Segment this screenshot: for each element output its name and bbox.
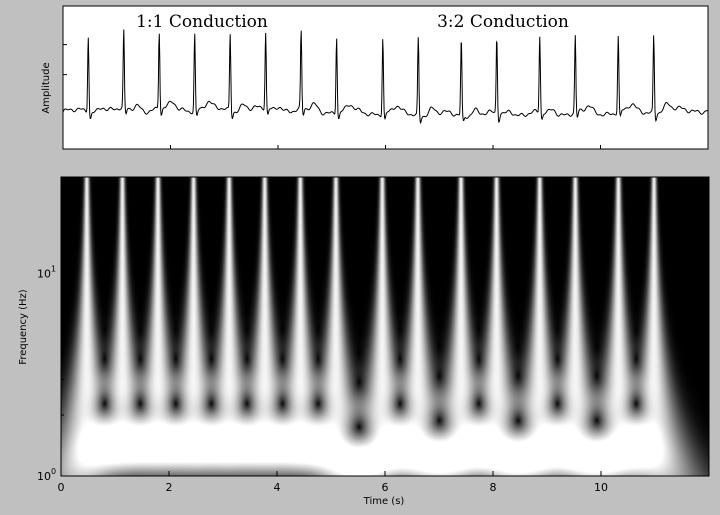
y-tick-label: 100 <box>37 467 56 483</box>
ecg-plot-area <box>62 5 709 150</box>
ecg-panel: 1:1 Conduction 3:2 Conduction Amplitude <box>41 5 709 150</box>
x-axis-label: Time (s) <box>363 496 405 507</box>
annotation-1-1-conduction: 1:1 Conduction <box>136 12 268 32</box>
x-tick-label: 6 <box>382 481 389 494</box>
x-tick-label: 4 <box>274 481 281 494</box>
ecg-trace <box>62 29 709 125</box>
y-tick-exponent: 0 <box>51 467 56 476</box>
x-tick-label: 8 <box>490 481 497 494</box>
ecg-ylabel: Amplitude <box>41 62 52 113</box>
y-axis-label: Frequency (Hz) <box>18 289 29 365</box>
x-axis-ticks: 0 2 4 6 8 10 <box>58 471 608 494</box>
annotation-3-2-conduction: 3:2 Conduction <box>437 12 569 32</box>
x-tick-label: 10 <box>594 481 608 494</box>
y-tick-base: 10 <box>37 470 51 483</box>
scalogram-heatmap <box>61 177 709 476</box>
x-tick-label: 0 <box>58 481 65 494</box>
y-tick-exponent: 1 <box>51 265 56 274</box>
y-tick-base: 10 <box>37 268 51 281</box>
y-tick-label: 101 <box>37 265 56 281</box>
x-tick-label: 2 <box>166 481 173 494</box>
scalogram-container <box>61 177 709 476</box>
ecg-ticks <box>62 44 601 149</box>
